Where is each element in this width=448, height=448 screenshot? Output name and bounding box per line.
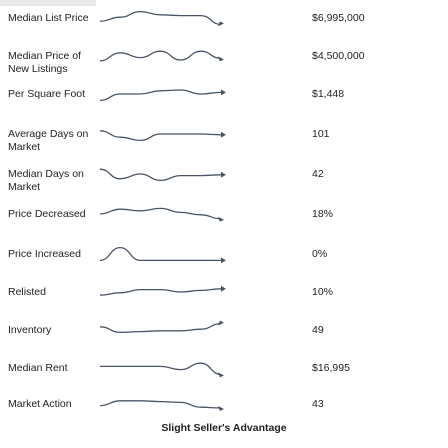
metric-label: Median List Price — [8, 12, 89, 24]
sparkline-arrow-icon — [217, 21, 224, 27]
sparkline — [99, 207, 224, 222]
metric-value: 10% — [312, 286, 334, 298]
sparkline-series — [99, 207, 221, 220]
sparkline — [99, 246, 226, 264]
metric-value: 101 — [312, 128, 330, 140]
sparkline-series — [99, 89, 221, 102]
metric-label: Price Increased — [8, 248, 81, 260]
sparkline — [99, 400, 224, 411]
sparkline-arrow-icon — [217, 56, 224, 62]
sparkline-series — [100, 362, 222, 376]
sparkline-series — [99, 168, 221, 182]
sparkline-series — [99, 400, 221, 409]
metric-value: 43 — [312, 398, 324, 410]
metric-label: Per Square Foot — [8, 88, 86, 100]
sparkline-series — [99, 10, 222, 26]
sparkline-arrow-icon — [217, 216, 224, 222]
sparkline-arrow-icon — [220, 285, 226, 292]
sparkline — [99, 320, 224, 334]
metric-value: 18% — [312, 208, 334, 220]
sparkline — [99, 130, 226, 142]
metric-value: 49 — [312, 324, 324, 336]
metric-label: Inventory — [8, 324, 52, 336]
sparkline-series — [99, 288, 221, 296]
metric-label: Median Days on Market — [8, 168, 84, 193]
sparkline-series — [99, 130, 221, 142]
sparkline-arrow-icon — [220, 131, 226, 138]
sparkline-arrow-icon — [217, 372, 224, 378]
metric-label: Relisted — [8, 286, 46, 298]
sparkline — [99, 89, 226, 102]
sparkline-series — [99, 246, 221, 262]
sparkline-arrow-icon — [220, 89, 226, 96]
sparkline-arrow-icon — [217, 320, 224, 326]
sparkline-arrow-icon — [220, 257, 226, 264]
metric-value: 0% — [312, 248, 328, 260]
metric-value: $4,500,000 — [312, 50, 365, 62]
metric-label: Price Decreased — [8, 208, 86, 220]
sparkline-arrow-icon — [217, 406, 224, 411]
metric-value: $16,995 — [312, 362, 350, 374]
metric-label: Median Rent — [8, 362, 68, 374]
sparkline-series — [99, 50, 221, 62]
sparkline — [99, 168, 226, 182]
sparkline — [99, 285, 226, 296]
sparkline — [100, 362, 224, 378]
metric-value: $6,995,000 — [312, 12, 365, 24]
metric-label: Average Days on Market — [8, 128, 89, 153]
metric-value: $1,448 — [312, 88, 345, 100]
sparkline-arrow-icon — [220, 171, 226, 178]
sparkline — [99, 10, 224, 27]
sparkline-series — [99, 322, 221, 334]
market-summary: Slight Seller's Advantage — [161, 422, 287, 434]
top-divider — [0, 0, 96, 6]
metric-label: Median Price of New Listings — [8, 50, 81, 75]
sparkline — [99, 50, 224, 62]
metric-value: 42 — [312, 168, 324, 180]
metric-label: Market Action — [8, 398, 72, 410]
